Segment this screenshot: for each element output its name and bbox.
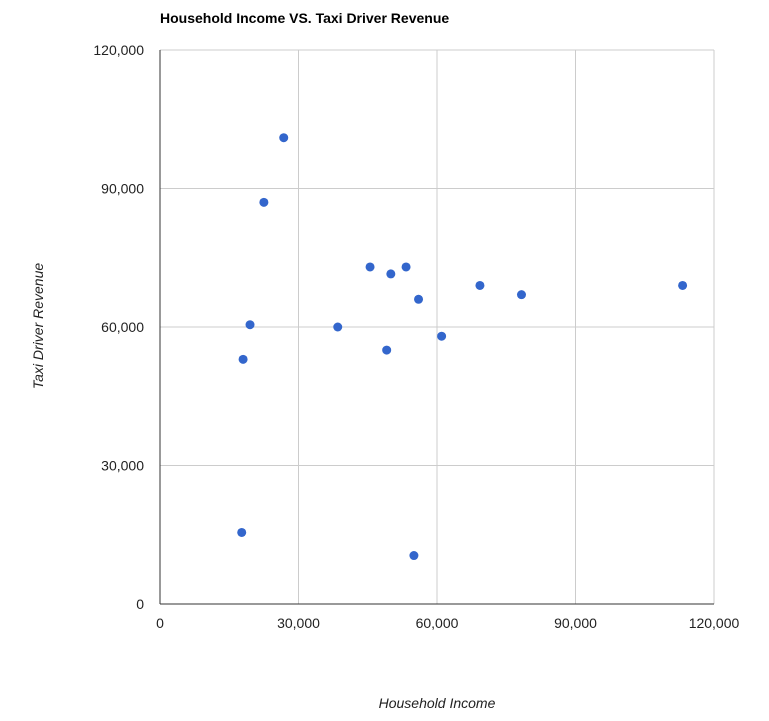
gridlines [160, 49, 715, 604]
data-point[interactable] [437, 331, 447, 341]
x-tick-label: 90,000 [554, 615, 597, 631]
y-tick-label: 30,000 [101, 458, 144, 474]
data-point[interactable] [414, 294, 424, 304]
data-point[interactable] [333, 322, 343, 332]
data-point[interactable] [401, 262, 411, 272]
data-point[interactable] [475, 280, 485, 290]
y-tick-label: 90,000 [101, 181, 144, 197]
x-axis-title: Household Income [379, 695, 496, 711]
y-tick-label: 0 [136, 596, 144, 612]
data-point[interactable] [259, 197, 269, 207]
x-tick-label: 0 [156, 615, 164, 631]
x-tick-label: 30,000 [277, 615, 320, 631]
data-point[interactable] [238, 354, 248, 364]
data-points [237, 133, 688, 561]
y-axis-title: Taxi Driver Revenue [30, 263, 46, 390]
data-point[interactable] [237, 527, 247, 537]
data-point[interactable] [386, 269, 396, 279]
x-tick-label: 120,000 [689, 615, 740, 631]
chart-title: Household Income VS. Taxi Driver Revenue [160, 10, 449, 26]
y-tick-label: 120,000 [93, 42, 144, 58]
data-point[interactable] [382, 345, 392, 355]
y-tick-label: 60,000 [101, 319, 144, 335]
x-tick-label: 60,000 [416, 615, 459, 631]
data-point[interactable] [279, 133, 289, 143]
data-point[interactable] [516, 290, 526, 300]
data-point[interactable] [409, 551, 419, 561]
data-point[interactable] [678, 280, 688, 290]
tick-labels: 0 30,000 60,000 90,000 120,000 0 30,000 60,000 9… [93, 42, 739, 631]
axes [159, 50, 714, 605]
data-point[interactable] [365, 262, 375, 272]
data-point[interactable] [245, 320, 255, 330]
